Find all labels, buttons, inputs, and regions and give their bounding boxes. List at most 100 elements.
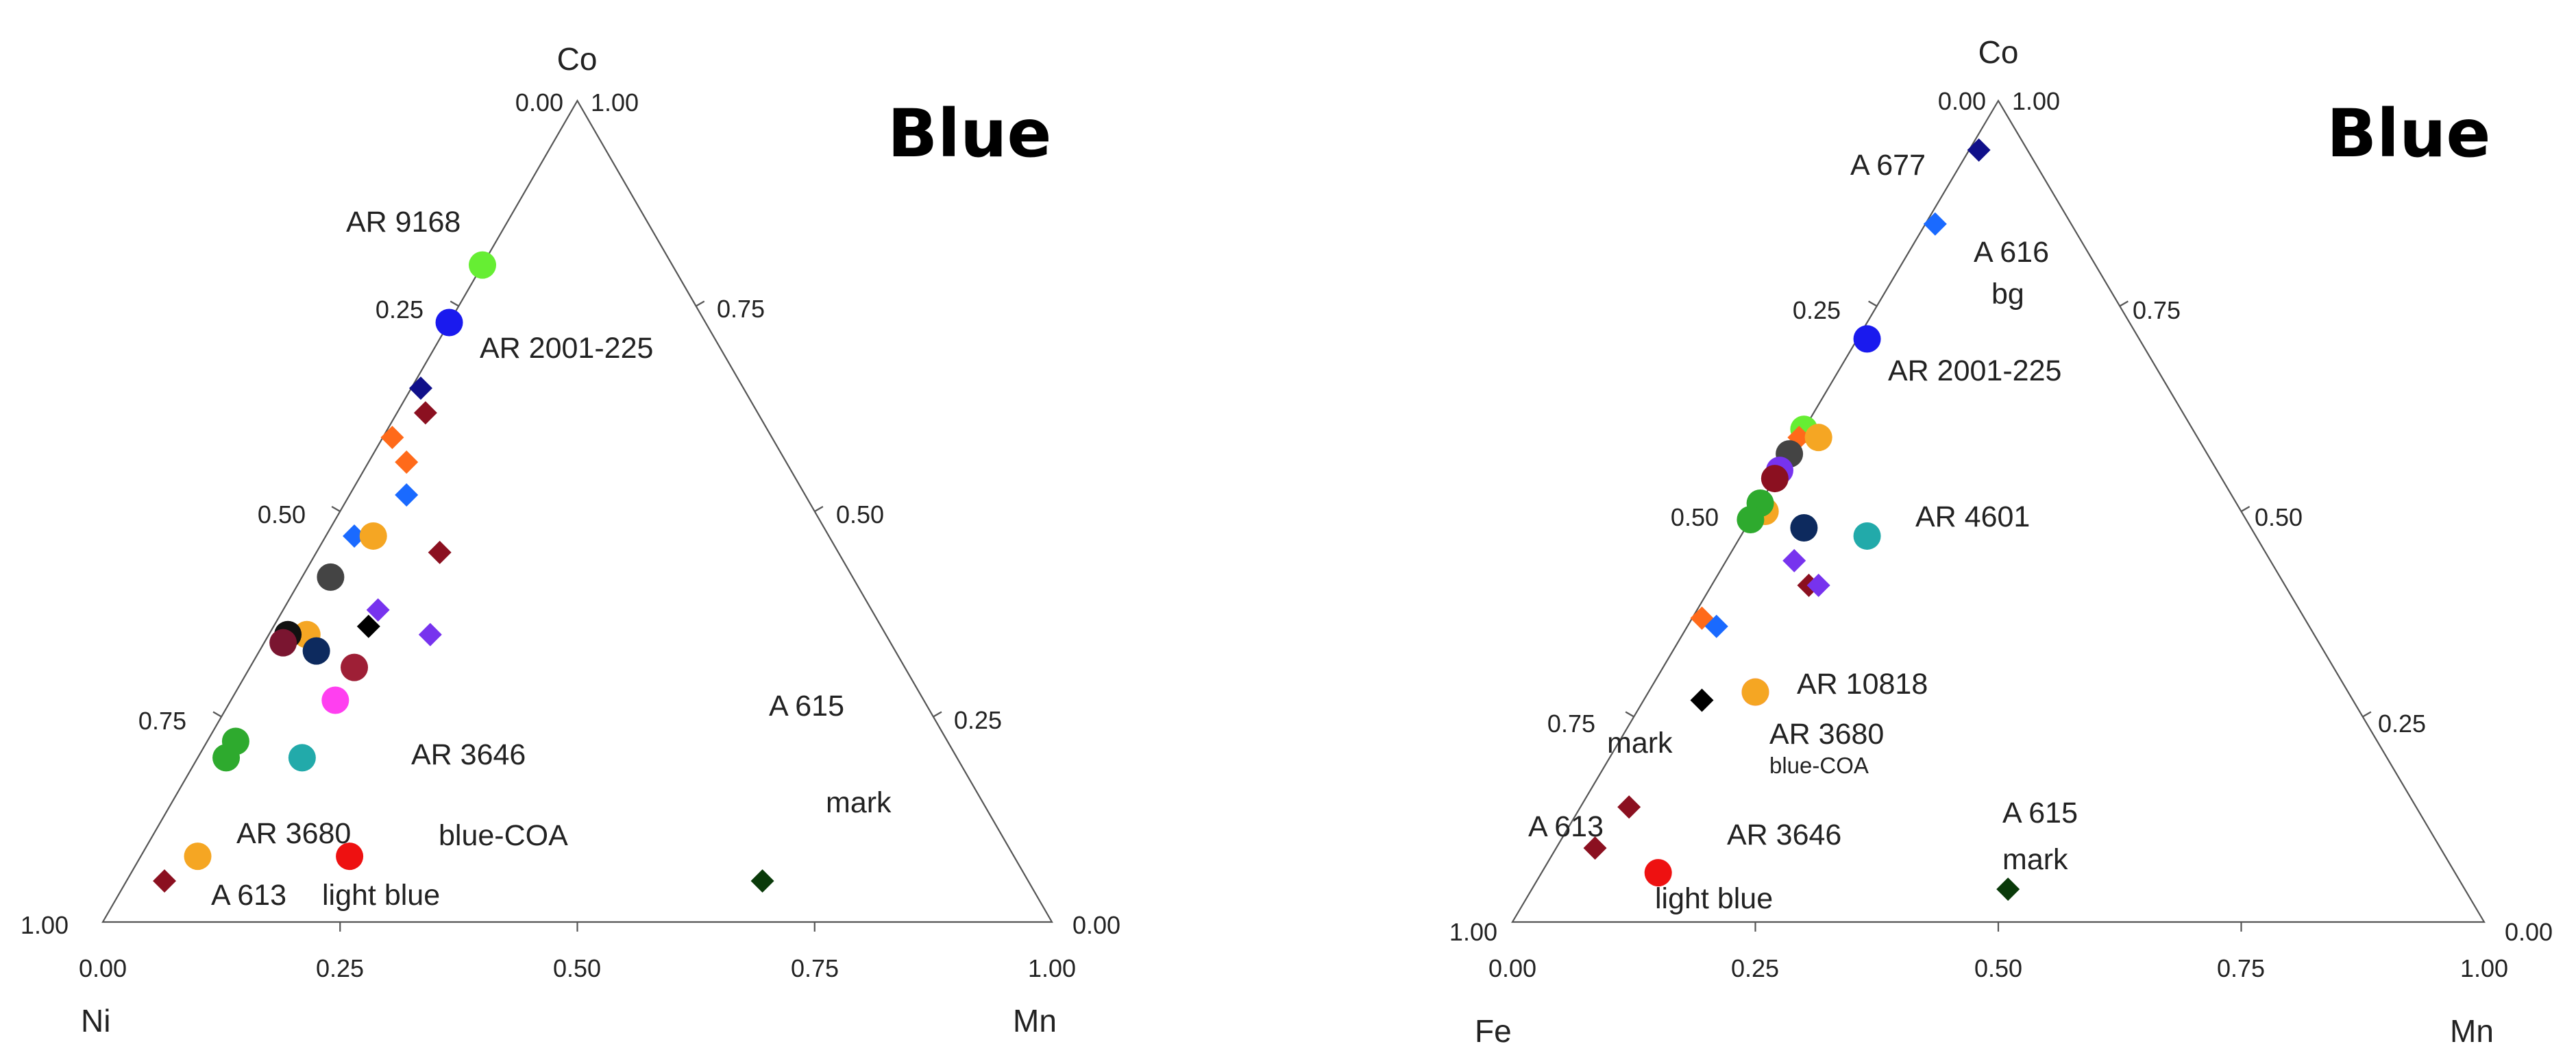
data-point-diamond	[1690, 688, 1714, 712]
point-label: bg	[1991, 278, 2024, 311]
data-point-diamond	[1617, 795, 1641, 819]
point-label: blue-COA	[439, 819, 568, 852]
point-label: A 677	[1850, 149, 1926, 182]
data-point-circle	[184, 842, 212, 871]
tick-label-right: 0.00	[2505, 918, 2553, 946]
data-point-circle	[1804, 424, 1832, 452]
vertex-label-mn: Mn	[2450, 1013, 2494, 1049]
tick-label-right: 1.00	[2012, 87, 2060, 115]
data-point-diamond	[395, 483, 419, 507]
data-point-circle	[1853, 325, 1881, 353]
data-point-diamond	[1782, 548, 1806, 572]
data-point-diamond	[1967, 138, 1991, 162]
axis-tick	[696, 300, 705, 307]
data-point-circle	[1853, 522, 1881, 550]
tick-label-left: 0.75	[138, 707, 186, 735]
data-point-diamond	[413, 401, 437, 425]
ternary-triangle-outline	[101, 99, 1053, 923]
data-point-diamond	[366, 598, 390, 622]
tick-label-left: 1.00	[1449, 918, 1497, 946]
axis-tick	[2240, 506, 2250, 512]
data-point-circle	[1737, 505, 1765, 533]
point-label: light blue	[1655, 882, 1773, 915]
tick-label-bottom: 0.00	[1488, 954, 1536, 982]
tick-label-bottom: 0.00	[79, 954, 127, 982]
data-point-diamond	[1704, 614, 1728, 638]
data-point-circle	[469, 251, 496, 279]
point-label: light blue	[322, 879, 440, 912]
panel-title: Blue	[2327, 95, 2491, 172]
vertex-label-co: Co	[557, 41, 598, 77]
tick-label-right: 0.00	[1072, 911, 1120, 939]
point-label: mark	[2002, 843, 2068, 876]
tick-label-left: 0.00	[515, 88, 563, 117]
data-point-circle	[269, 629, 297, 657]
point-label: AR 3646	[1727, 818, 1841, 851]
ternary-panel-ni-mn-co: Blue Co Ni Mn 0.00 0.25 0.50 0.75 1.00 1…	[21, 41, 1120, 1039]
data-point-diamond	[1923, 212, 1947, 236]
point-label: blue-COA	[1769, 753, 1869, 778]
tick-label-bottom: 0.75	[791, 954, 839, 982]
point-label: AR 2001-225	[1888, 354, 2061, 387]
data-point-circle	[341, 653, 369, 681]
tick-label-left: 0.00	[1938, 87, 1986, 115]
point-label: A 613	[1528, 810, 1604, 843]
tick-label-bottom: 0.25	[1731, 954, 1779, 982]
point-label: AR 3680	[1769, 718, 1884, 751]
tick-label-right: 0.50	[2255, 503, 2303, 531]
tick-label-left: 1.00	[21, 911, 69, 939]
tick-label-left: 0.50	[258, 500, 306, 529]
axis-tick	[933, 711, 942, 718]
data-point-diamond	[380, 426, 404, 450]
data-point-diamond	[750, 869, 774, 893]
tick-marks	[212, 300, 942, 932]
point-label: A 616	[1974, 236, 2049, 269]
tick-marks	[1625, 300, 2372, 932]
point-label: A 615	[2002, 797, 2078, 829]
tick-label-bottom: 1.00	[2460, 954, 2508, 982]
axis-tick	[1625, 711, 1634, 718]
tick-label-left: 0.25	[376, 295, 424, 324]
vertex-label-mn: Mn	[1013, 1003, 1057, 1039]
data-point-circle	[317, 563, 345, 591]
data-point-circle	[359, 522, 387, 550]
tick-label-right: 0.75	[717, 295, 765, 323]
data-point-diamond	[1996, 877, 2020, 901]
axis-tick	[1868, 300, 1878, 307]
point-label: AR 3680	[236, 817, 351, 850]
tick-label-bottom: 0.25	[316, 954, 364, 982]
data-point-diamond	[343, 524, 367, 548]
point-label: AR 2001-225	[480, 332, 653, 365]
data-point-circle	[435, 308, 463, 337]
data-point-diamond	[153, 869, 177, 893]
data-point-diamond	[395, 450, 419, 474]
data-point-diamond	[428, 540, 452, 564]
data-points	[1583, 138, 2020, 901]
data-point-diamond	[1583, 836, 1607, 860]
data-point-circle	[1761, 465, 1789, 493]
tick-label-right: 1.00	[591, 88, 639, 117]
tick-label-right: 0.50	[836, 500, 884, 529]
point-label: AR 10818	[1797, 668, 1928, 701]
axis-tick	[212, 711, 222, 718]
tick-label-bottom: 0.75	[2217, 954, 2265, 982]
tick-label-left: 0.25	[1793, 296, 1841, 324]
data-point-diamond	[1806, 573, 1830, 597]
data-point-circle	[336, 842, 364, 871]
panel-title: Blue	[887, 95, 1052, 172]
data-point-circle	[1741, 678, 1769, 706]
point-label: AR 3646	[411, 738, 526, 771]
tick-label-right: 0.25	[2378, 710, 2426, 738]
data-point-circle	[1790, 513, 1818, 542]
tick-label-right: 0.75	[2133, 296, 2181, 324]
data-point-circle	[321, 686, 349, 714]
point-label: A 613	[211, 879, 286, 912]
tick-label-left: 0.50	[1671, 503, 1719, 531]
axis-tick	[2362, 711, 2372, 718]
point-label: AR 4601	[1915, 500, 2030, 533]
point-label: A 615	[769, 690, 844, 723]
vertex-label-ni: Ni	[81, 1003, 110, 1039]
vertex-label-fe: Fe	[1475, 1013, 1512, 1049]
ternary-panel-fe-mn-co: Blue Co Fe Mn 0.00 0.25 0.50 0.75 1.00 1…	[1449, 34, 2553, 1049]
